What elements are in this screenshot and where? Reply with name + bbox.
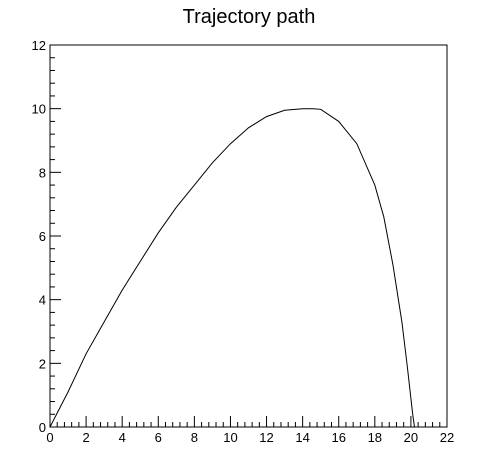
x-tick-label: 10 [223, 430, 237, 445]
x-tick-label: 20 [404, 430, 418, 445]
x-tick-label: 0 [46, 430, 53, 445]
y-tick-label: 6 [39, 229, 46, 244]
x-tick-label: 18 [368, 430, 382, 445]
y-tick-label: 0 [39, 420, 46, 435]
y-tick-label: 4 [39, 293, 46, 308]
x-tick-label: 22 [440, 430, 454, 445]
y-tick-label: 12 [32, 38, 46, 53]
chart-title: Trajectory path [183, 6, 316, 28]
x-tick-label: 16 [331, 430, 345, 445]
y-tick-label: 10 [32, 102, 46, 117]
y-tick-label: 8 [39, 165, 46, 180]
trajectory-line [49, 108, 415, 428]
x-tick-label: 14 [295, 430, 309, 445]
axis-tick-labels: 0 2 4 6 8 10 12 14 16 18 20 22 0 2 4 6 8 10 12 [32, 38, 455, 445]
y-tick-label: 2 [39, 356, 46, 371]
axis-ticks [49, 44, 448, 428]
x-tick-label: 6 [155, 430, 162, 445]
x-tick-label: 4 [119, 430, 126, 445]
x-tick-label: 2 [82, 430, 89, 445]
x-tick-label: 8 [191, 430, 198, 445]
x-tick-label: 12 [259, 430, 273, 445]
